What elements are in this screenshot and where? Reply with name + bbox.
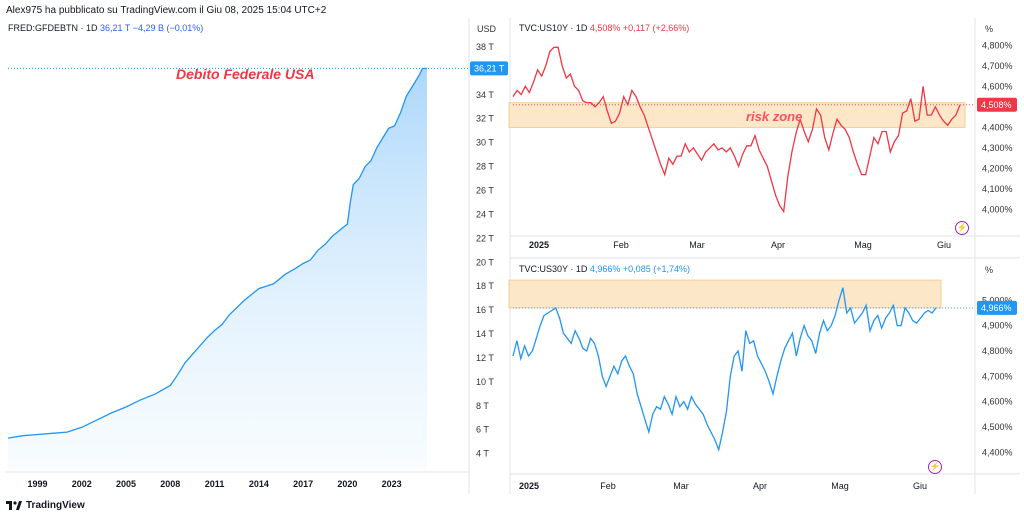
us10y-legend-price: 4,508% [589,23,621,33]
us10y-last-price-label: 4,508% [981,100,1012,110]
us30y-x-tick-label: Feb [600,481,616,491]
us30y-last-price-label: 4,966% [981,303,1012,313]
us30y-y-tick-label: 5,000% [982,295,1013,305]
us30y-y-tick-label: 4,600% [982,397,1013,407]
us10y-y-tick-label: 4,700% [982,61,1013,71]
debt-y-tick-label: 16 T [476,305,494,315]
us10y-y-tick-label: 4,200% [982,163,1013,173]
us30y-last-price-badge [977,300,1017,315]
us10y-y-tick-label: 4,000% [982,204,1013,214]
debt-x-tick-label: 2008 [160,479,180,489]
debt-area-fill [8,68,428,469]
us30y-legend-symbol: TVC:US30Y · 1D [519,264,588,274]
us10y-y-tick-label: 4,600% [982,81,1013,91]
debt-y-tick-label: 14 T [476,329,494,339]
debt-y-tick-label: 30 T [476,138,494,148]
debt-x-tick-label: 1999 [27,479,47,489]
us10y-legend-symbol: TVC:US10Y · 1D [519,23,588,33]
us10y-risk-zone [508,102,966,128]
us10y-legend-change: +0,117 (+2,66%) [622,23,690,33]
debt-legend-change: −4,29 B (−0,01%) [132,23,204,33]
us30y-x-tick-label: Giu [913,481,927,491]
lightning-icon[interactable]: ⚡ [955,221,969,235]
debt-legend-symbol: FRED:GFDEBTN · 1D [8,23,98,33]
us10y-series-line [512,46,961,214]
us10y-legend: TVC:US10Y · 1D 4,508% +0,117 (+2,66%) [519,23,689,33]
us30y-legend: TVC:US30Y · 1D 4,966% +0,085 (+1,74%) [519,264,690,274]
debt-y-tick-label: 32 T [476,114,494,124]
debt-y-tick-label: 12 T [476,353,494,363]
us10y-unit-label: % [985,24,994,34]
debt-chart: 4 T 6 T 8 T 10 T 12 T 14 T 16 T 18 T 20 T 22 T 24 … [7,42,508,489]
debt-y-tick-label: 10 T [476,377,494,387]
debt-x-tick-label: 2005 [116,479,136,489]
debt-y-tick-label: 4 T [476,449,489,459]
debt-y-tick-label: 18 T [476,281,494,291]
us10y-x-tick-label: Feb [613,240,629,250]
us30y-series-line [512,287,937,452]
us30y-risk-zone [508,279,942,309]
debt-y-tick-label: 38 T [476,42,494,52]
us30y-x-tick-label: Mar [673,481,689,491]
us10y-x-tick-label: Mar [689,240,705,250]
brand-name: TradingView [26,500,85,511]
debt-x-tick-label: 2023 [382,479,402,489]
debt-x-tick-label: 2017 [293,479,313,489]
debt-x-tick-label: 2011 [205,479,225,489]
publisher-header: Alex975 ha pubblicato su TradingView.com… [6,5,327,16]
us30y-unit-label: % [985,265,994,275]
debt-y-tick-label: 26 T [476,186,494,196]
debt-y-tick-label: 28 T [476,162,494,172]
debt-x-tick-label: 2020 [337,479,357,489]
debt-y-tick-label: 6 T [476,425,489,435]
debt-currency-label: USD [477,24,497,34]
debt-y-tick-label: 22 T [476,233,494,243]
us10y-x-tick-label: 2025 [529,240,549,250]
tradingview-logo: TradingView [6,500,85,511]
debt-y-tick-label: 8 T [476,401,489,411]
us30y-x-tick-label: 2025 [519,481,539,491]
us10y-y-tick-label: 4,800% [982,40,1013,50]
us30y-y-tick-label: 4,500% [982,422,1013,432]
debt-y-tick-label: 20 T [476,257,494,267]
us30y-legend-change: +0,085 (+1,74%) [622,264,690,274]
us30y-y-tick-label: 4,700% [982,371,1013,381]
debt-y-tick-label: 24 T [476,209,494,219]
us10y-y-tick-label: 4,100% [982,184,1013,194]
us30y-y-tick-label: 4,400% [982,447,1013,457]
debt-legend: FRED:GFDEBTN · 1D 36,21 T −4,29 B (−0,01… [8,23,203,33]
us10y-x-tick-label: Giu [937,240,951,250]
tradingview-mark-icon [6,501,22,510]
us30y-y-tick-label: 4,900% [982,321,1013,331]
debt-x-tick-label: 2014 [249,479,269,489]
lightning-icon[interactable]: ⚡ [928,460,942,474]
debt-annotation: Debito Federale USA [176,66,315,82]
debt-last-price-label: 36,21 T [474,63,505,73]
us30y-chart: 4,400% 4,500% 4,600% 4,700% 4,800% 4,900% 5,00… [508,279,1017,491]
us30y-x-tick-label: Mag [831,481,849,491]
us10y-y-tick-label: 4,400% [982,122,1013,132]
us30y-legend-price: 4,966% [589,264,621,274]
debt-y-tick-label: 34 T [476,90,494,100]
us10y-x-tick-label: Mag [854,240,872,250]
risk-zone-annotation: risk zone [746,109,803,124]
us30y-x-tick-label: Apr [753,481,767,491]
debt-series-line [7,67,428,439]
us30y-y-tick-label: 4,800% [982,346,1013,356]
debt-legend-price: 36,21 T [100,23,131,33]
debt-x-tick-label: 2002 [72,479,92,489]
us10y-y-tick-label: 4,300% [982,143,1013,153]
us10y-last-price-badge [977,97,1017,112]
us10y-x-tick-label: Apr [771,240,785,250]
debt-last-price-badge [470,61,508,76]
us10y-chart: 4,000%4,100%4,200%4,300%4,400%4,500%4,60… [508,40,1017,250]
